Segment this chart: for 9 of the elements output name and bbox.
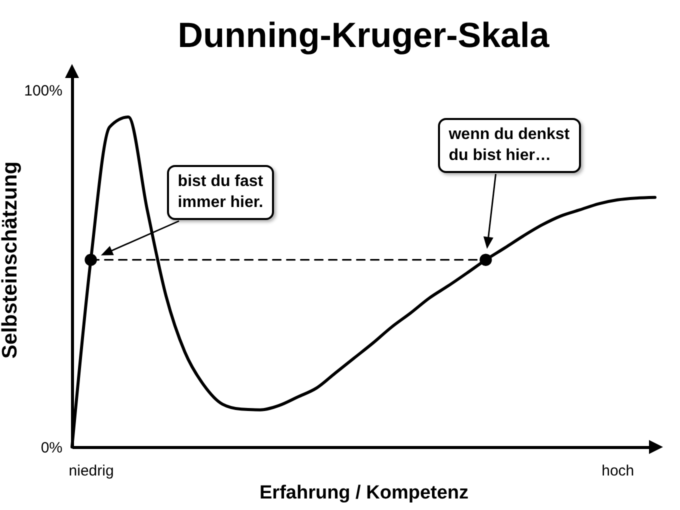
callout: wenn du denkst du bist hier… (438, 118, 581, 174)
y-tick-label: 100% (24, 82, 62, 100)
callout: bist du fast immer hier. (166, 164, 274, 220)
chart-title: Dunning-Kruger-Skala (178, 16, 550, 55)
y-tick-label: 0% (40, 440, 62, 456)
y-axis-title: Selbsteinschätzung (0, 161, 22, 359)
x-tick-label: niedrig (68, 462, 114, 480)
x-tick-label: hoch (602, 462, 634, 480)
x-axis-title: Erfahrung / Kompetenz (259, 482, 469, 504)
